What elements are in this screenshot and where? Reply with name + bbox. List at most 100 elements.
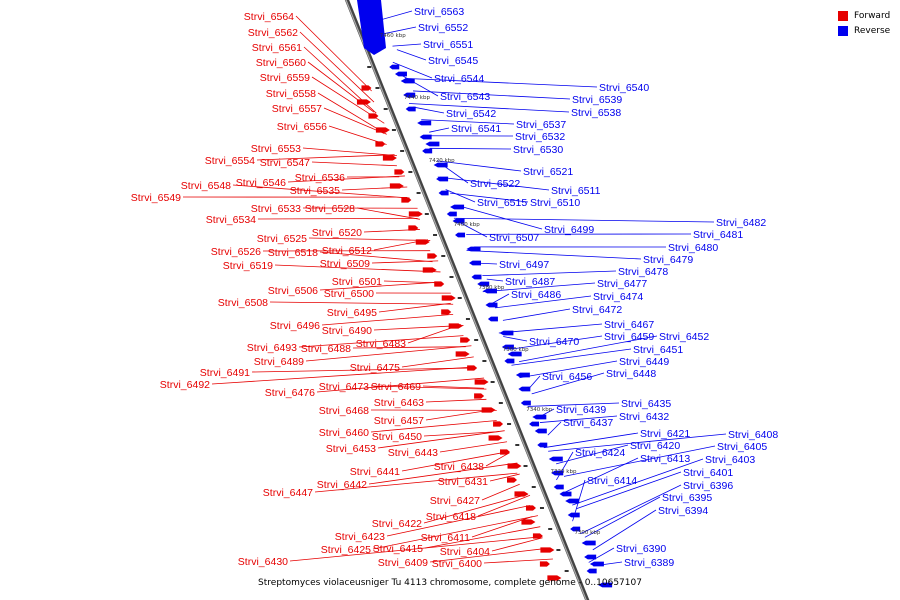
forward-gene-label[interactable]: Strvi_6483 <box>356 338 406 350</box>
forward-gene-feature[interactable] <box>539 561 550 567</box>
reverse-gene-feature[interactable] <box>389 64 400 70</box>
reverse-gene-label[interactable]: Strvi_6511 <box>551 185 601 197</box>
forward-gene-feature[interactable] <box>514 491 529 497</box>
forward-gene-feature[interactable] <box>540 547 555 553</box>
forward-gene-label[interactable]: Strvi_6546 <box>236 177 286 189</box>
reverse-gene-feature[interactable] <box>357 0 386 55</box>
forward-gene-label[interactable]: Strvi_6447 <box>263 487 313 499</box>
reverse-gene-label[interactable]: Strvi_6449 <box>619 356 669 368</box>
reverse-gene-label[interactable]: Strvi_6408 <box>728 429 778 441</box>
reverse-gene-label[interactable]: Strvi_6480 <box>668 242 718 254</box>
forward-gene-label[interactable]: Strvi_6562 <box>248 27 298 39</box>
reverse-gene-feature[interactable] <box>485 302 498 308</box>
reverse-gene-feature[interactable] <box>532 414 547 420</box>
reverse-gene-label[interactable]: Strvi_6539 <box>572 94 622 106</box>
reverse-gene-label[interactable]: Strvi_6479 <box>643 254 693 266</box>
forward-gene-label[interactable]: Strvi_6520 <box>312 227 362 239</box>
forward-gene-label[interactable]: Strvi_6549 <box>131 192 181 204</box>
forward-gene-label[interactable]: Strvi_6491 <box>200 367 250 379</box>
forward-gene-feature[interactable] <box>434 281 445 287</box>
reverse-gene-label[interactable]: Strvi_6424 <box>575 447 625 459</box>
forward-gene-label[interactable]: Strvi_6457 <box>374 415 424 427</box>
forward-gene-feature[interactable] <box>356 99 371 105</box>
reverse-gene-feature[interactable] <box>469 260 482 266</box>
forward-gene-feature[interactable] <box>460 337 471 343</box>
forward-gene-label[interactable]: Strvi_6425 <box>321 544 371 556</box>
reverse-gene-feature[interactable] <box>433 162 448 168</box>
reverse-gene-label[interactable]: Strvi_6396 <box>683 480 733 492</box>
forward-gene-feature[interactable] <box>532 533 543 539</box>
forward-gene-label[interactable]: Strvi_6453 <box>326 443 376 455</box>
forward-gene-feature[interactable] <box>507 463 522 469</box>
forward-gene-label[interactable]: Strvi_6500 <box>324 288 374 300</box>
forward-gene-label[interactable]: Strvi_6535 <box>290 185 340 197</box>
reverse-gene-feature[interactable] <box>501 344 514 350</box>
reverse-gene-feature[interactable] <box>529 421 540 427</box>
reverse-gene-label[interactable]: Strvi_6522 <box>470 178 520 190</box>
forward-gene-feature[interactable] <box>427 253 438 259</box>
reverse-gene-feature[interactable] <box>548 456 563 462</box>
reverse-gene-label[interactable]: Strvi_6452 <box>659 331 709 343</box>
reverse-gene-label[interactable]: Strvi_6414 <box>587 475 637 487</box>
forward-gene-feature[interactable] <box>547 575 562 581</box>
reverse-gene-feature[interactable] <box>520 400 531 406</box>
forward-gene-label[interactable]: Strvi_6547 <box>260 157 310 169</box>
forward-gene-label[interactable]: Strvi_6512 <box>322 245 372 257</box>
reverse-gene-feature[interactable] <box>581 540 596 546</box>
forward-gene-label[interactable]: Strvi_6526 <box>211 246 261 258</box>
reverse-gene-feature[interactable] <box>518 386 531 392</box>
reverse-gene-label[interactable]: Strvi_6448 <box>606 368 656 380</box>
forward-gene-feature[interactable] <box>375 127 390 133</box>
reverse-gene-label[interactable]: Strvi_6540 <box>599 82 649 94</box>
forward-gene-label[interactable]: Strvi_6469 <box>371 381 421 393</box>
reverse-gene-label[interactable]: Strvi_6487 <box>505 276 555 288</box>
reverse-gene-label[interactable]: Strvi_6395 <box>662 492 712 504</box>
reverse-gene-label[interactable]: Strvi_6405 <box>717 441 767 453</box>
reverse-gene-feature[interactable] <box>584 554 597 560</box>
forward-gene-feature[interactable] <box>525 505 536 511</box>
reverse-gene-feature[interactable] <box>452 218 465 224</box>
reverse-gene-label[interactable]: Strvi_6451 <box>633 344 683 356</box>
reverse-gene-feature[interactable] <box>598 582 613 588</box>
reverse-gene-feature[interactable] <box>551 470 564 476</box>
forward-gene-label[interactable]: Strvi_6475 <box>350 362 400 374</box>
forward-gene-label[interactable]: Strvi_6430 <box>238 556 288 568</box>
reverse-gene-label[interactable]: Strvi_6421 <box>640 428 690 440</box>
reverse-gene-label[interactable]: Strvi_6401 <box>683 467 733 479</box>
reverse-gene-label[interactable]: Strvi_6521 <box>523 166 573 178</box>
forward-gene-label[interactable]: Strvi_6418 <box>426 511 476 523</box>
reverse-gene-label[interactable]: Strvi_6474 <box>593 291 643 303</box>
forward-gene-label[interactable]: Strvi_6558 <box>266 88 316 100</box>
forward-gene-label[interactable]: Strvi_6409 <box>378 557 428 569</box>
forward-gene-feature[interactable] <box>361 85 372 91</box>
forward-gene-feature[interactable] <box>375 141 386 147</box>
reverse-gene-label[interactable]: Strvi_6515 <box>477 197 527 209</box>
forward-gene-feature[interactable] <box>481 407 496 413</box>
forward-gene-label[interactable]: Strvi_6557 <box>272 103 322 115</box>
forward-gene-feature[interactable] <box>493 421 504 427</box>
reverse-gene-feature[interactable] <box>504 358 515 364</box>
reverse-gene-feature[interactable] <box>471 274 482 280</box>
reverse-gene-feature[interactable] <box>403 92 416 98</box>
forward-gene-label[interactable]: Strvi_6492 <box>160 379 210 391</box>
reverse-gene-label[interactable]: Strvi_6543 <box>440 91 490 103</box>
reverse-gene-feature[interactable] <box>477 281 490 287</box>
forward-gene-feature[interactable] <box>474 379 489 385</box>
reverse-gene-feature[interactable] <box>567 512 580 518</box>
reverse-gene-label[interactable]: Strvi_6478 <box>618 266 668 278</box>
reverse-gene-label[interactable]: Strvi_6542 <box>446 108 496 120</box>
reverse-gene-label[interactable]: Strvi_6530 <box>513 144 563 156</box>
reverse-gene-label[interactable]: Strvi_6477 <box>597 278 647 290</box>
reverse-gene-feature[interactable] <box>450 204 465 210</box>
forward-gene-label[interactable]: Strvi_6400 <box>432 558 482 570</box>
reverse-gene-label[interactable]: Strvi_6481 <box>693 229 743 241</box>
forward-gene-feature[interactable] <box>474 393 485 399</box>
forward-gene-label[interactable]: Strvi_6473 <box>319 381 369 393</box>
forward-gene-label[interactable]: Strvi_6534 <box>206 214 256 226</box>
reverse-gene-feature[interactable] <box>400 78 415 84</box>
forward-gene-label[interactable]: Strvi_6411 <box>421 532 471 544</box>
forward-gene-label[interactable]: Strvi_6468 <box>319 405 369 417</box>
reverse-gene-feature[interactable] <box>438 190 449 196</box>
reverse-gene-label[interactable]: Strvi_6486 <box>511 289 561 301</box>
forward-gene-label[interactable]: Strvi_6556 <box>277 121 327 133</box>
